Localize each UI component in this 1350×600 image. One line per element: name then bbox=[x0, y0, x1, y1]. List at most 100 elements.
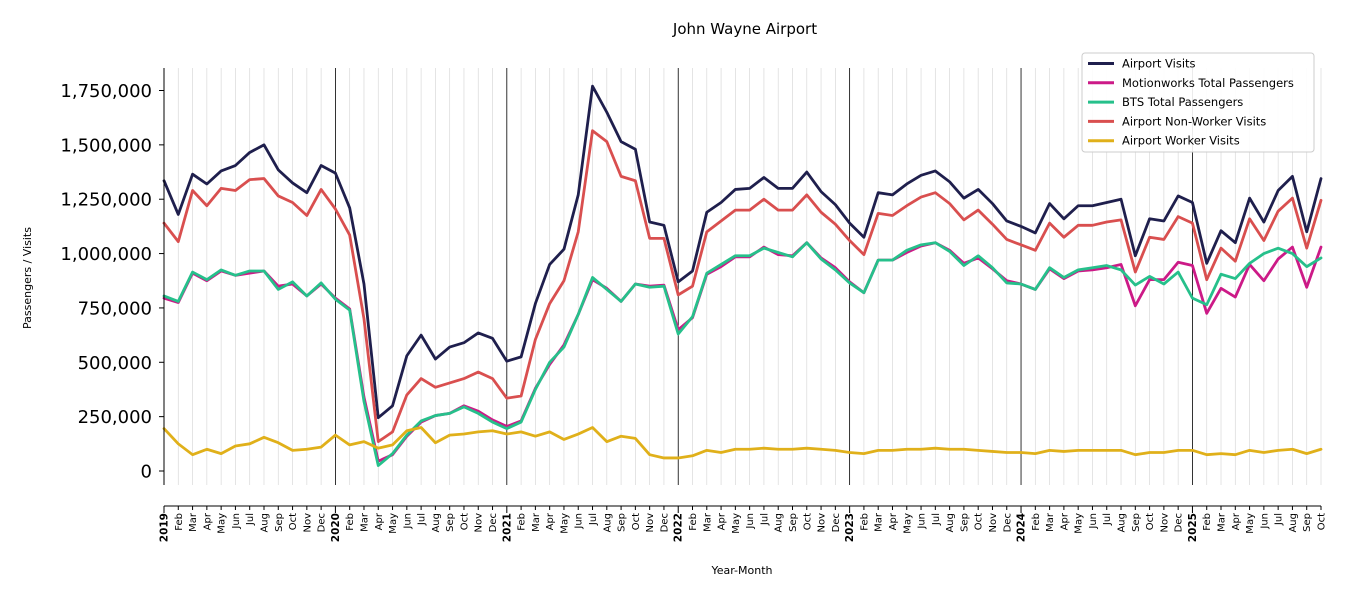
x-tick-label: Aug bbox=[1288, 513, 1299, 533]
x-tick-label: Aug bbox=[259, 513, 270, 533]
y-tick-label: 1,750,000 bbox=[60, 81, 152, 102]
x-tick-label: Mar bbox=[359, 512, 370, 532]
x-tick-label: Nov bbox=[302, 513, 313, 533]
x-tick-label: Apr bbox=[717, 512, 728, 530]
x-tick-label: Oct bbox=[802, 513, 813, 530]
x-tick-label: Jun bbox=[574, 513, 585, 530]
x-tick-label: Aug bbox=[774, 513, 785, 533]
x-tick-label: Apr bbox=[202, 512, 213, 530]
x-tick-label: Sep bbox=[1131, 513, 1142, 532]
legend-entry: Airport Worker Visits bbox=[1122, 134, 1240, 148]
x-tick-label: May bbox=[559, 513, 570, 534]
x-tick-label: Feb bbox=[859, 513, 870, 531]
x-tick-label: Apr bbox=[1231, 512, 1242, 530]
x-tick-label: Dec bbox=[1002, 513, 1013, 532]
x-tick-label: Sep bbox=[959, 513, 970, 532]
x-tick-label: Sep bbox=[445, 513, 456, 532]
x-tick-label: Apr bbox=[1059, 512, 1070, 530]
x-tick-label: Aug bbox=[431, 513, 442, 533]
x-tick-label: Sep bbox=[1302, 513, 1313, 532]
series-lines bbox=[162, 84, 1323, 467]
x-tick-label: Dec bbox=[488, 513, 499, 532]
x-tick-label: Mar bbox=[874, 512, 885, 532]
chart-title: John Wayne Airport bbox=[672, 20, 817, 38]
x-tick-label: Mar bbox=[1217, 512, 1228, 532]
x-tick-label: 2020 bbox=[330, 513, 342, 542]
x-tick-label: Oct bbox=[1317, 513, 1328, 530]
x-tick-label: 2024 bbox=[1016, 513, 1028, 542]
x-tick-label: Apr bbox=[888, 512, 899, 530]
x-tick-label: 2022 bbox=[673, 513, 685, 542]
x-tick-label: Nov bbox=[988, 513, 999, 533]
x-tick-label: Feb bbox=[345, 513, 356, 531]
y-tick-label: 1,500,000 bbox=[60, 135, 152, 156]
x-tick-label: Dec bbox=[317, 513, 328, 532]
x-tick-label: Jun bbox=[1259, 513, 1270, 530]
x-tick-label: Apr bbox=[374, 512, 385, 530]
x-tick-label: May bbox=[902, 513, 913, 534]
x-tick-label: Oct bbox=[288, 513, 299, 530]
x-tick-label: May bbox=[731, 513, 742, 534]
y-axis: 0 250,000 500,000 750,000 1,000,000 1,250,000… bbox=[60, 68, 165, 485]
x-tick-label: 2019 bbox=[159, 513, 171, 542]
x-tick-label: Jun bbox=[1088, 513, 1099, 530]
x-tick-label: Oct bbox=[459, 513, 470, 530]
x-tick-label: Feb bbox=[517, 513, 528, 531]
x-tick-label: Jun bbox=[231, 513, 242, 530]
x-tick-label: Dec bbox=[659, 513, 670, 532]
x-tick-label: Mar bbox=[531, 512, 542, 532]
y-tick-label: 1,250,000 bbox=[60, 190, 152, 211]
x-tick-label: Nov bbox=[645, 513, 656, 533]
y-tick-label: 500,000 bbox=[78, 353, 152, 374]
x-tick-label: Oct bbox=[631, 513, 642, 530]
x-tick-label: Jun bbox=[917, 513, 928, 530]
x-tick-label: May bbox=[1245, 513, 1256, 534]
x-tick-label: Oct bbox=[1145, 513, 1156, 530]
x-axis-label: Year-Month bbox=[710, 564, 772, 577]
x-tick-label: Aug bbox=[945, 513, 956, 533]
x-tick-label: Aug bbox=[1117, 513, 1128, 533]
x-tick-label: Jul bbox=[1274, 513, 1285, 526]
legend-entry: Motionworks Total Passengers bbox=[1122, 76, 1294, 90]
legend: Airport Visits Motionworks Total Passenge… bbox=[1081, 52, 1315, 153]
legend-entry: BTS Total Passengers bbox=[1122, 95, 1243, 109]
legend-box bbox=[1081, 52, 1315, 153]
x-tick-label: Nov bbox=[474, 513, 485, 533]
x-tick-label: Jul bbox=[759, 513, 770, 526]
x-tick-label: Feb bbox=[174, 513, 185, 531]
y-tick-label: 250,000 bbox=[78, 407, 152, 428]
series-line-airport-non-worker-visits bbox=[162, 129, 1323, 444]
x-tick-label: Jul bbox=[931, 513, 942, 526]
x-tick-label: Jul bbox=[1102, 513, 1113, 526]
x-tick-label: Aug bbox=[602, 513, 613, 533]
x-tick-label: Jul bbox=[245, 513, 256, 526]
x-tick-label: Jun bbox=[402, 513, 413, 530]
x-tick-label: Oct bbox=[974, 513, 985, 530]
x-tick-label: Mar bbox=[1045, 512, 1056, 532]
legend-entry: Airport Non-Worker Visits bbox=[1122, 114, 1266, 128]
y-axis-label: Passengers / Visits bbox=[21, 227, 34, 329]
x-tick-label: May bbox=[1074, 513, 1085, 534]
x-tick-label: Nov bbox=[1159, 513, 1170, 533]
x-tick-label: Jul bbox=[588, 513, 599, 526]
x-tick-label: Feb bbox=[1031, 513, 1042, 531]
x-axis: 2019 Feb Mar Apr May Jun Jul Aug Sep Oct Nov Dec 202… bbox=[159, 505, 1328, 542]
x-tick-label: 2021 bbox=[501, 513, 513, 542]
y-tick-label: 1,000,000 bbox=[60, 244, 152, 265]
series-line-bts-total-passengers bbox=[162, 241, 1323, 467]
x-tick-label: Jun bbox=[745, 513, 756, 530]
x-tick-label: May bbox=[388, 513, 399, 534]
x-tick-label: Dec bbox=[1174, 513, 1185, 532]
x-tick-label: Apr bbox=[545, 512, 556, 530]
x-tick-label: 2025 bbox=[1187, 513, 1199, 542]
x-tick-label: Sep bbox=[788, 513, 799, 532]
x-tick-label: Jul bbox=[417, 513, 428, 526]
series-line-motionworks-total-passengers bbox=[162, 241, 1323, 463]
series-line-airport-visits bbox=[162, 84, 1323, 420]
x-tick-label: Feb bbox=[1202, 513, 1213, 531]
x-tick-label: Feb bbox=[688, 513, 699, 531]
x-tick-label: Nov bbox=[817, 513, 828, 533]
x-tick-label: Dec bbox=[831, 513, 842, 532]
x-tick-label: Sep bbox=[617, 513, 628, 532]
